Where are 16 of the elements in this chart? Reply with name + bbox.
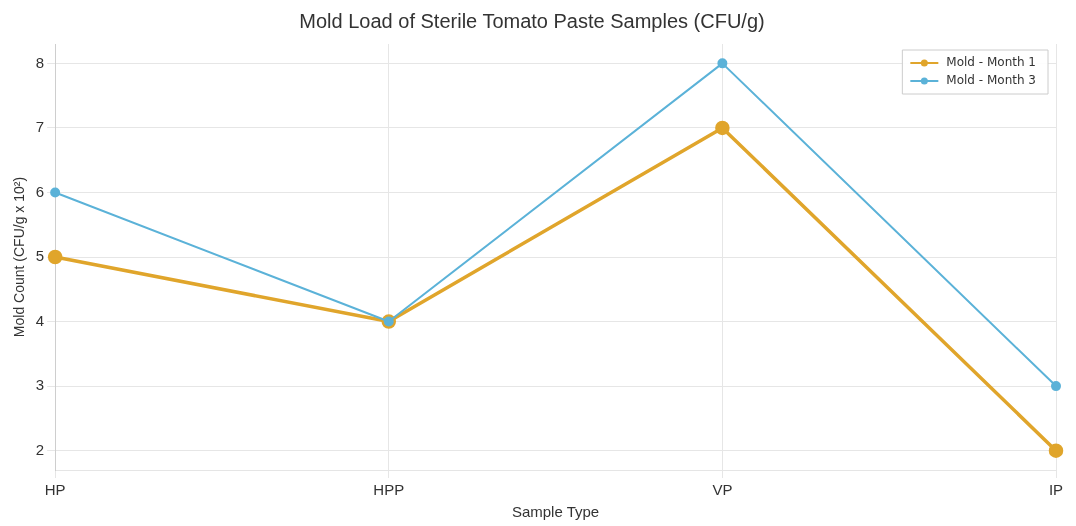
legend-label: Mold - Month 1 xyxy=(946,55,1037,70)
y-axis-title: Mold Count (CFU/g x 10²) xyxy=(11,176,28,338)
y-tick-label: 8 xyxy=(35,53,45,71)
chart-title: Mold Load of Sterile Tomato Paste Samples (CFU/g) xyxy=(299,9,765,32)
y-tick-label: 4 xyxy=(35,311,45,329)
x-tick-label: IP xyxy=(1048,481,1064,499)
y-tick-label: 5 xyxy=(35,247,45,265)
y-tick-label: 2 xyxy=(35,440,45,458)
x-tick-label: HP xyxy=(44,481,66,499)
y-tick-label: 3 xyxy=(35,376,45,394)
x-tick-label: VP xyxy=(712,481,733,499)
y-tick-label: 6 xyxy=(35,182,45,200)
x-tick-label: HPP xyxy=(373,481,405,499)
legend-label: Mold - Month 3 xyxy=(946,73,1037,88)
y-tick-label: 7 xyxy=(35,118,45,136)
x-axis-title: Sample Type xyxy=(511,503,600,521)
